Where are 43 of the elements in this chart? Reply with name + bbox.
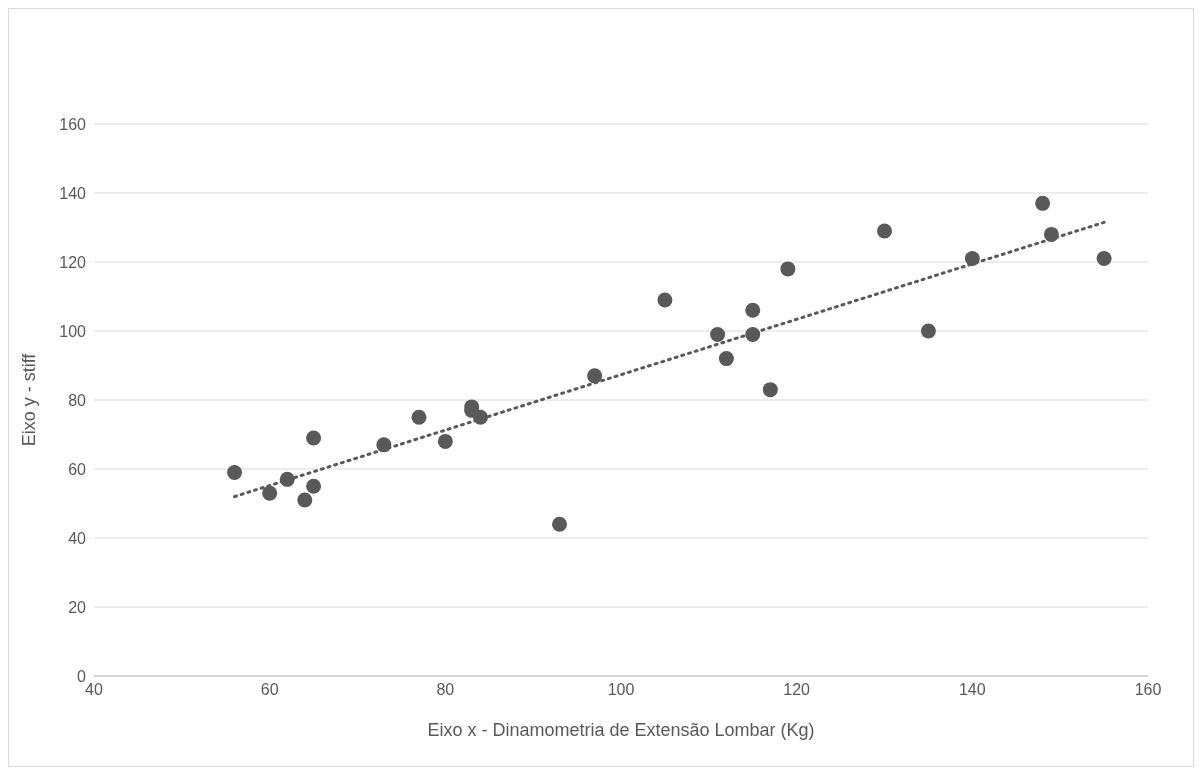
- point: [472, 409, 488, 425]
- point: [964, 251, 980, 267]
- y-tick-label: 160: [59, 115, 87, 133]
- point: [437, 433, 453, 449]
- point: [306, 430, 322, 446]
- x-tick-label: 140: [958, 681, 986, 699]
- point: [780, 261, 796, 277]
- point: [262, 485, 278, 501]
- x-tick-label: 160: [1134, 681, 1162, 699]
- y-tick-label: 20: [68, 598, 87, 616]
- point: [227, 464, 243, 480]
- x-tick-label: 120: [783, 681, 811, 699]
- y-tick-label: 60: [68, 460, 87, 478]
- point: [279, 471, 295, 487]
- x-axis-title: Eixo x - Dinamometria de Extensão Lombar (Kg): [427, 720, 815, 740]
- x-tick-label: 40: [85, 681, 103, 699]
- point: [745, 302, 761, 318]
- point: [1096, 251, 1112, 267]
- point: [1043, 226, 1059, 242]
- point: [411, 409, 427, 425]
- point: [710, 326, 726, 342]
- point: [920, 323, 936, 339]
- y-tick-label: 140: [59, 184, 87, 202]
- point: [297, 492, 313, 508]
- point: [762, 382, 778, 398]
- point: [306, 478, 322, 494]
- y-tick-label: 0: [77, 667, 87, 685]
- y-tick-label: 80: [68, 391, 87, 409]
- point: [376, 437, 392, 453]
- y-tick-label: 120: [59, 253, 87, 271]
- point: [1035, 195, 1051, 211]
- point: [718, 351, 734, 367]
- point: [877, 223, 892, 239]
- x-tick-label: 80: [436, 681, 455, 699]
- x-tick-label: 60: [260, 681, 279, 699]
- x-tick-label: 100: [607, 681, 635, 699]
- point: [657, 292, 673, 308]
- y-tick-label: 40: [68, 529, 87, 547]
- y-axis-title: Eixo y - stiff: [19, 352, 40, 447]
- point: [587, 368, 603, 384]
- point: [552, 516, 568, 532]
- point: [745, 326, 761, 342]
- y-tick-label: 100: [59, 322, 87, 340]
